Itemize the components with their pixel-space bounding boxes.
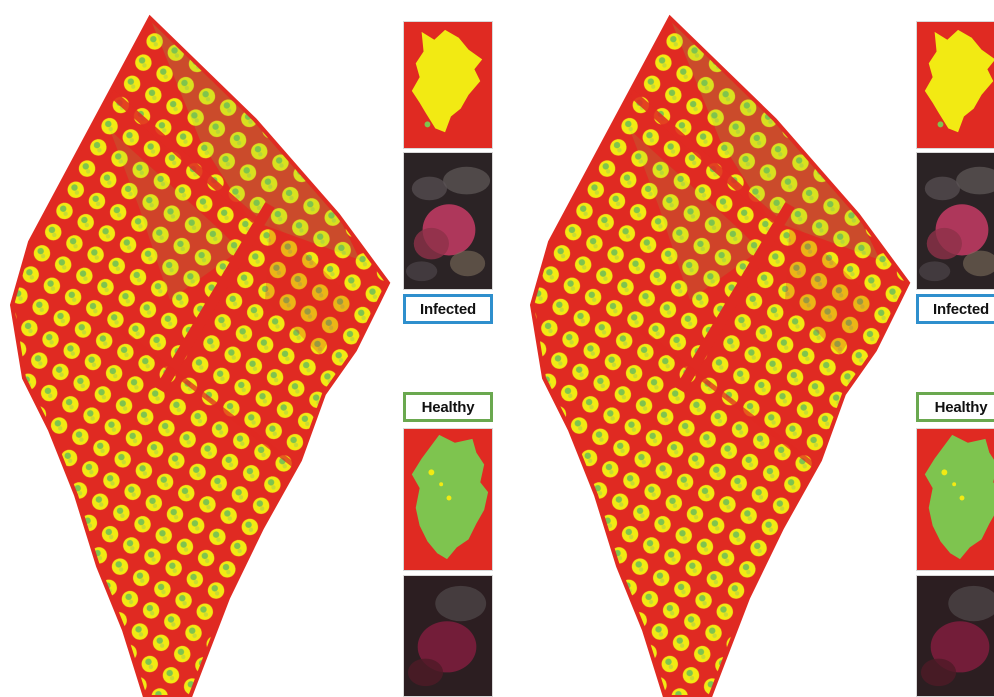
right-infected-nir-thumbnail — [916, 152, 994, 290]
left-infected-nir-thumbnail — [403, 152, 493, 290]
left-healthy-nir-thumbnail — [403, 575, 493, 697]
left-healthy-label: Healthy — [403, 392, 493, 422]
left-infected-label: Infected — [403, 294, 493, 324]
right-infected-classified-thumbnail — [916, 21, 994, 149]
left-classified-field-map — [0, 0, 420, 697]
right-healthy-nir-thumbnail — [916, 575, 994, 697]
right-healthy-label: Healthy — [916, 392, 994, 422]
right-healthy-classified-thumbnail — [916, 428, 994, 571]
right-classified-field-map — [520, 0, 940, 697]
left-field-map-graphic — [9, 14, 391, 697]
left-healthy-classified-thumbnail — [403, 428, 493, 571]
right-sample-panel: Infected Healthy — [916, 0, 994, 697]
left-sample-panel: Infected Healthy — [403, 0, 493, 697]
left-infected-classified-thumbnail — [403, 21, 493, 149]
right-field-map-graphic — [529, 14, 911, 697]
right-infected-label: Infected — [916, 294, 994, 324]
